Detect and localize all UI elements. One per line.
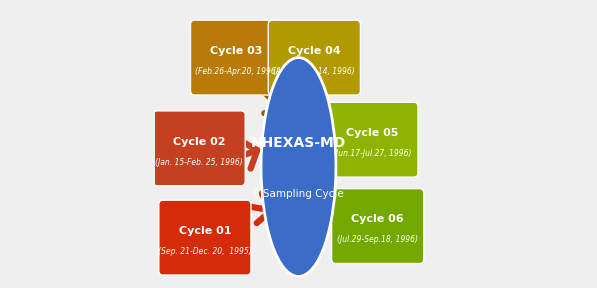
Text: (Jan. 15-Feb. 25, 1996): (Jan. 15-Feb. 25, 1996) [155, 158, 243, 167]
FancyBboxPatch shape [331, 189, 424, 264]
Text: (Jul.29-Sep.18, 1996): (Jul.29-Sep.18, 1996) [337, 236, 418, 245]
Text: Cycle 05: Cycle 05 [346, 128, 398, 138]
Text: (Sep. 21-Dec. 20,  1995): (Sep. 21-Dec. 20, 1995) [158, 247, 252, 256]
FancyBboxPatch shape [190, 20, 282, 95]
Text: Cycle 06: Cycle 06 [352, 215, 404, 224]
Text: (Apr.22-Jun.14, 1996): (Apr.22-Jun.14, 1996) [273, 67, 355, 76]
Ellipse shape [261, 58, 336, 276]
Text: Cycle 03: Cycle 03 [210, 46, 263, 56]
FancyBboxPatch shape [153, 111, 245, 186]
Text: (Jun.17-Jul.27, 1996): (Jun.17-Jul.27, 1996) [333, 149, 411, 158]
Text: NHEXAS-MD: NHEXAS-MD [251, 136, 346, 150]
Text: Cycle 02: Cycle 02 [173, 137, 226, 147]
Text: 6 Sampling Cycle: 6 Sampling Cycle [253, 190, 344, 199]
FancyBboxPatch shape [159, 200, 251, 275]
FancyBboxPatch shape [268, 20, 361, 95]
Text: Cycle 04: Cycle 04 [288, 46, 341, 56]
Text: Cycle 01: Cycle 01 [179, 226, 231, 236]
FancyBboxPatch shape [326, 102, 418, 177]
Text: (Feb.26-Apr.20, 1996): (Feb.26-Apr.20, 1996) [195, 67, 278, 76]
